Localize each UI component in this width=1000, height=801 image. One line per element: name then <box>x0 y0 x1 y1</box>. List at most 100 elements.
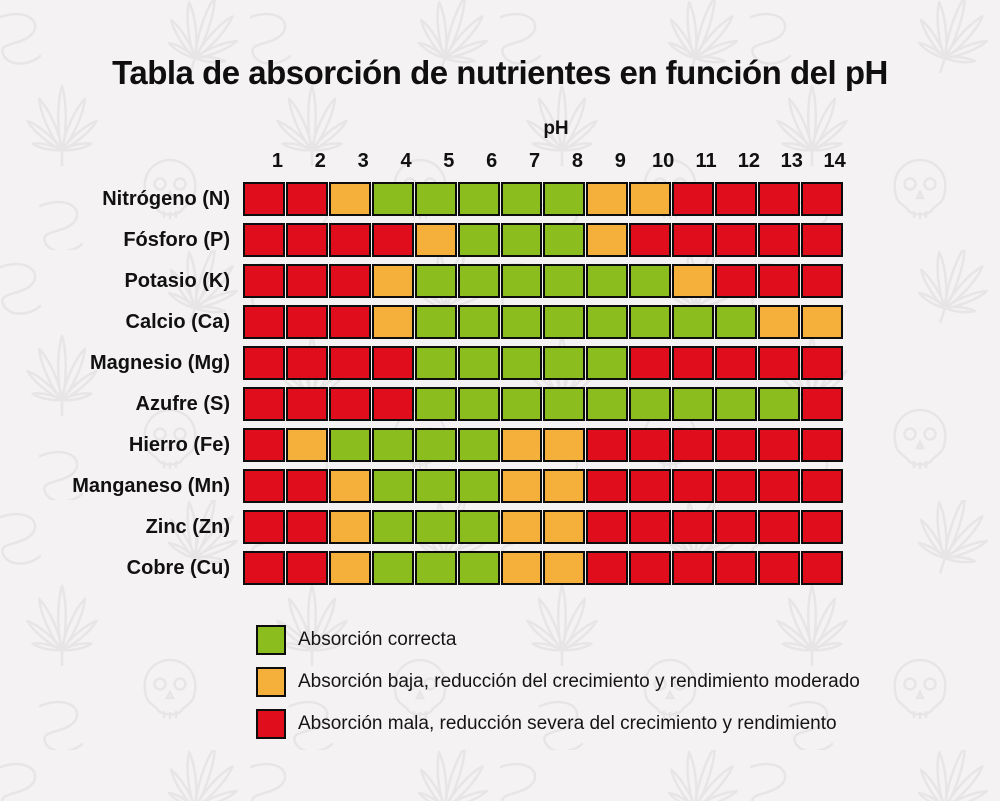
grid-cell <box>758 305 800 339</box>
grid-cell <box>715 469 758 503</box>
grid-cell <box>457 551 500 585</box>
grid-cell <box>457 223 500 257</box>
grid-cell <box>243 469 285 503</box>
grid-cell <box>800 223 843 257</box>
grid-cell <box>414 551 457 585</box>
grid-cell <box>543 305 586 339</box>
grid-cell <box>586 510 629 544</box>
grid-cell <box>800 305 843 339</box>
legend-swatch-low <box>256 667 286 697</box>
grid-cell <box>543 428 586 462</box>
grid-cell <box>371 264 414 298</box>
grid-cell <box>543 346 586 380</box>
grid-cell <box>672 510 715 544</box>
grid-cell <box>543 551 586 585</box>
grid-cell <box>500 346 543 380</box>
ph-tick: 6 <box>486 150 498 172</box>
grid-cell <box>328 264 371 298</box>
grid-cell <box>243 428 285 462</box>
nutrient-row: Azufre (S) <box>0 387 1000 421</box>
legend-swatch-good <box>256 625 286 655</box>
ph-tick: 3 <box>357 150 369 172</box>
grid-cell <box>500 264 543 298</box>
cell-strip <box>243 223 843 257</box>
grid-cell <box>715 510 758 544</box>
grid-cell <box>543 223 586 257</box>
grid-cell <box>586 182 629 216</box>
grid-cell <box>715 428 758 462</box>
grid-cell <box>457 469 500 503</box>
grid-cell <box>758 469 800 503</box>
legend-item: Absorción baja, reducción del crecimient… <box>256 667 860 697</box>
grid-cell <box>414 264 457 298</box>
grid-cell <box>543 469 586 503</box>
ph-tick: 14 <box>823 150 846 172</box>
grid-cell <box>243 264 285 298</box>
ph-tick: 13 <box>780 150 803 172</box>
grid-cell <box>672 182 715 216</box>
grid-cell <box>715 264 758 298</box>
grid-cell <box>285 428 328 462</box>
grid-cell <box>457 182 500 216</box>
grid-cell <box>285 346 328 380</box>
cell-strip <box>243 387 843 421</box>
nutrient-label: Fósforo (P) <box>123 228 230 251</box>
grid-cell <box>629 264 672 298</box>
grid-cell <box>285 551 328 585</box>
grid-cell <box>800 387 843 421</box>
legend-label: Absorción baja, reducción del crecimient… <box>298 671 860 692</box>
grid-cell <box>285 223 328 257</box>
grid-cell <box>371 223 414 257</box>
cell-strip <box>243 469 843 503</box>
grid-cell <box>715 223 758 257</box>
legend-item: Absorción correcta <box>256 625 860 655</box>
nutrient-row: Nitrógeno (N) <box>0 182 1000 216</box>
nutrient-row: Potasio (K) <box>0 264 1000 298</box>
nutrient-row: Cobre (Cu) <box>0 551 1000 585</box>
x-axis-title: pH <box>543 118 569 139</box>
grid-cell <box>800 510 843 544</box>
grid-cell <box>586 428 629 462</box>
grid-cell <box>500 551 543 585</box>
grid-cell <box>629 346 672 380</box>
grid-cell <box>414 223 457 257</box>
grid-cell <box>243 223 285 257</box>
grid-cell <box>758 510 800 544</box>
cell-strip <box>243 346 843 380</box>
grid-cell <box>243 387 285 421</box>
nutrient-label: Calcio (Ca) <box>125 310 230 333</box>
ph-tick: 4 <box>400 150 412 172</box>
grid-cell <box>800 182 843 216</box>
grid-cell <box>758 264 800 298</box>
grid-cell <box>500 469 543 503</box>
ph-tick: 2 <box>314 150 326 172</box>
grid-cell <box>715 387 758 421</box>
grid-cell <box>629 182 672 216</box>
grid-cell <box>457 305 500 339</box>
nutrient-row: Manganeso (Mn) <box>0 469 1000 503</box>
grid-cell <box>672 551 715 585</box>
nutrient-row: Fósforo (P) <box>0 223 1000 257</box>
grid-cell <box>586 387 629 421</box>
grid-cell <box>758 551 800 585</box>
cell-strip <box>243 510 843 544</box>
grid-cell <box>586 551 629 585</box>
grid-cell <box>586 469 629 503</box>
grid-cell <box>758 223 800 257</box>
grid-cell <box>328 223 371 257</box>
grid-cell <box>672 469 715 503</box>
grid-cell <box>715 551 758 585</box>
grid-cell <box>500 428 543 462</box>
grid-cell <box>543 182 586 216</box>
grid-cell <box>285 182 328 216</box>
grid-cell <box>500 305 543 339</box>
grid-cell <box>629 510 672 544</box>
ph-tick: 10 <box>652 150 675 172</box>
grid-cell <box>328 551 371 585</box>
grid-cell <box>500 223 543 257</box>
grid-cell <box>243 305 285 339</box>
nutrient-label: Zinc (Zn) <box>145 515 230 538</box>
grid-cell <box>800 469 843 503</box>
